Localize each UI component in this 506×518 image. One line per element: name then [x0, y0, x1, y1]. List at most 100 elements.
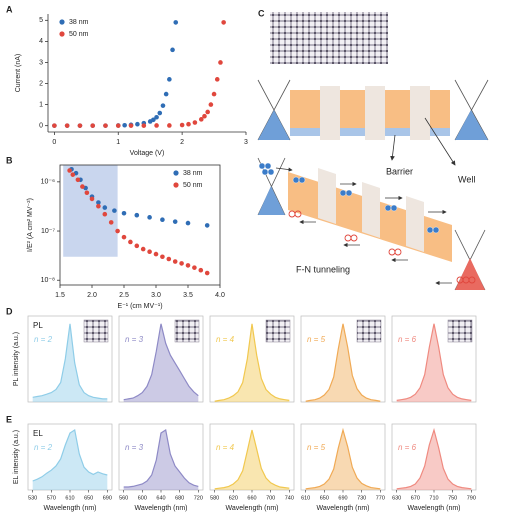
data-point [204, 223, 210, 228]
x-tick-label: 620 [229, 495, 238, 501]
highlight-region [63, 165, 118, 257]
barrier-label: Barrier [386, 166, 413, 176]
x-tick-label: 650 [84, 495, 93, 501]
data-point [84, 190, 90, 196]
x-tick-label: 570 [47, 495, 56, 501]
spectrum-line [396, 427, 472, 490]
n-label: n = 3 [125, 443, 144, 452]
legend-marker [59, 31, 65, 37]
x-axis-label: Wavelength (nm) [134, 505, 187, 512]
spectrum-line [305, 323, 381, 402]
x-tick-label: 560 [119, 495, 128, 501]
x-axis-label: Voltage (V) [130, 150, 165, 157]
x-tick-label: 3.5 [183, 292, 193, 299]
y-axis-label: Current (nA) [15, 54, 22, 93]
x-tick-label: 690 [103, 495, 112, 501]
y-tick-label: 2 [39, 80, 43, 87]
n-label: n = 2 [34, 443, 53, 452]
data-point [160, 254, 165, 260]
y-tick-label: 1 [39, 101, 43, 108]
data-point [153, 251, 159, 257]
data-point [141, 123, 147, 128]
x-tick-label: 1 [116, 139, 120, 146]
x-tick-label: 580 [210, 495, 219, 501]
x-tick-label: 700 [266, 495, 275, 501]
data-point [172, 259, 178, 264]
x-tick-label: 3 [244, 139, 248, 146]
x-axis-label: E⁻¹ (cm MV⁻¹) [117, 303, 162, 310]
x-tick-label: 530 [28, 495, 37, 501]
data-point [80, 184, 85, 189]
data-point [192, 120, 198, 125]
y-tick-label: 3 [39, 59, 43, 66]
data-point [198, 267, 204, 273]
legend-label: 38 nm [69, 19, 89, 26]
y-tick-label: 10⁻⁸ [41, 277, 55, 284]
n-label: n = 4 [216, 335, 235, 344]
data-point [214, 77, 220, 82]
panel-frame [209, 423, 295, 491]
n-label: n = 4 [216, 443, 235, 452]
panel-frame [391, 423, 477, 491]
panel-label: B [6, 155, 13, 165]
signal-tag: EL [33, 429, 43, 438]
n-label: n = 6 [398, 335, 417, 344]
data-point [151, 117, 156, 123]
spectrum-area [396, 323, 472, 402]
data-point [205, 109, 210, 115]
data-point [154, 123, 159, 128]
plot-frame [59, 164, 221, 286]
x-tick-label: 690 [338, 495, 347, 501]
x-tick-label: 4.0 [215, 292, 225, 299]
data-point [172, 219, 178, 224]
data-point [70, 172, 76, 177]
data-point [102, 205, 108, 210]
x-tick-label: 600 [138, 495, 147, 501]
data-point [134, 243, 140, 249]
data-point [147, 215, 152, 220]
data-point [167, 77, 172, 82]
tunneling-label: F-N tunneling [296, 264, 350, 274]
panel-label: D [6, 306, 13, 316]
data-point [134, 212, 140, 218]
spectrum-line [214, 429, 290, 490]
data-point [77, 123, 83, 128]
x-tick-label: 660 [247, 495, 256, 501]
data-point [140, 246, 146, 252]
structure-icon [356, 319, 382, 343]
data-point [121, 234, 127, 240]
legend-marker [173, 182, 179, 188]
x-tick-label: 770 [376, 495, 385, 501]
x-tick-label: 720 [194, 495, 203, 501]
data-point [211, 91, 217, 97]
spectrum-area [123, 323, 199, 402]
y-tick-label: 4 [39, 38, 43, 45]
spectrum-area [214, 323, 290, 402]
data-point [160, 217, 165, 223]
data-point [157, 110, 163, 116]
legend-marker [173, 170, 179, 176]
data-point [163, 91, 169, 97]
data-point [115, 123, 121, 128]
data-point [186, 121, 191, 127]
x-axis-label: Wavelength (nm) [225, 505, 278, 512]
data-point [90, 123, 96, 128]
spectrum-area [32, 323, 108, 402]
x-tick-label: 750 [448, 495, 457, 501]
data-point [166, 256, 172, 262]
data-point [221, 20, 226, 25]
data-point [115, 228, 120, 234]
data-point [64, 123, 70, 128]
x-tick-label: 730 [357, 495, 366, 501]
data-point [173, 20, 179, 25]
x-tick-label: 610 [301, 495, 310, 501]
x-tick-label: 2.5 [119, 292, 129, 299]
y-tick-label: 0 [39, 123, 43, 130]
spectrum-line [32, 323, 108, 400]
diagram: C Barrier Well [257, 8, 489, 291]
n-label: n = 5 [307, 335, 326, 344]
structure-icon [447, 319, 473, 343]
data-point [208, 102, 214, 107]
y-tick-label: 10⁻⁶ [41, 179, 55, 186]
